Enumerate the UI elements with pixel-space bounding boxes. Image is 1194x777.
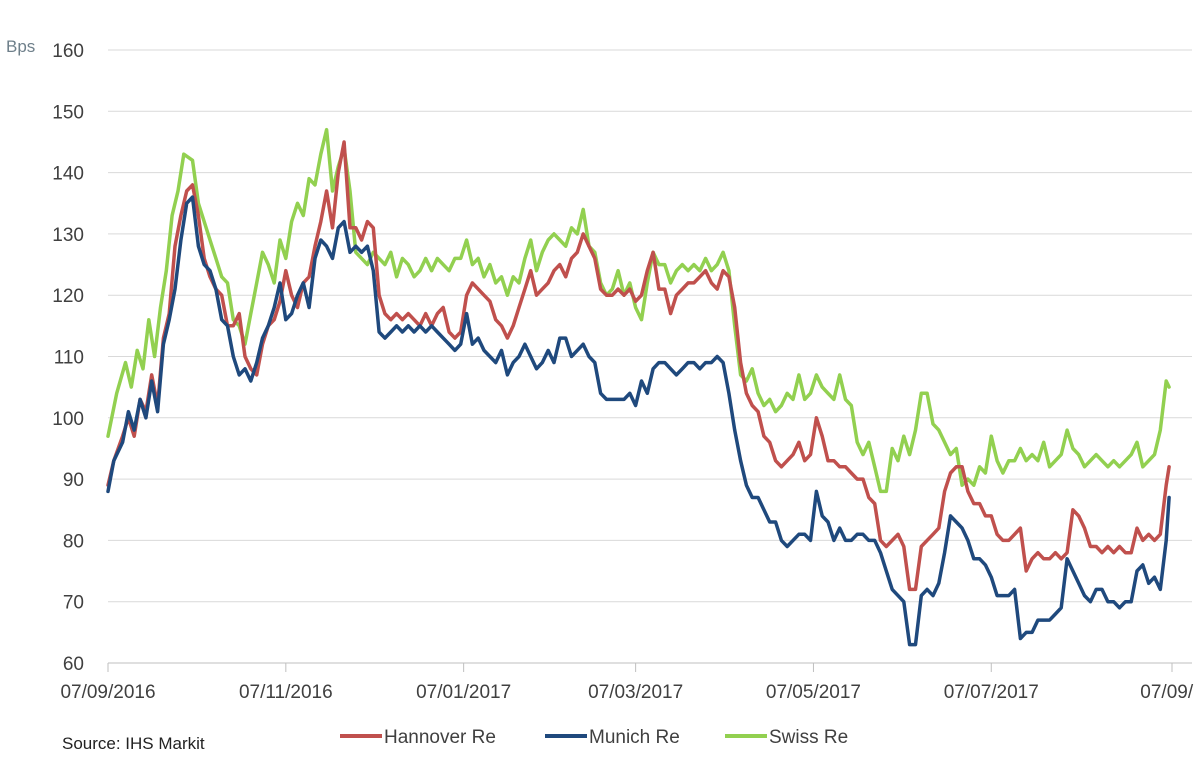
legend: Hannover Re Munich Re Swiss Re xyxy=(340,727,848,748)
y-axis-label: Bps xyxy=(6,37,35,56)
y-axis-tick-labels: 60 70 80 90 100 110 120 130 140 150 160 xyxy=(52,41,84,675)
y-tick-label: 60 xyxy=(63,654,84,675)
x-axis: 07/09/2016 07/11/2016 07/01/2017 07/03/2017… xyxy=(60,662,1194,703)
x-tick-label: 07/11/2016 xyxy=(239,682,333,703)
y-tick-label: 130 xyxy=(52,225,84,246)
y-tick-label: 70 xyxy=(63,593,84,614)
y-tick-label: 150 xyxy=(52,102,84,123)
y-tick-label: 160 xyxy=(52,41,84,62)
series-lines xyxy=(106,127,1171,647)
legend-label-swiss-re: Swiss Re xyxy=(769,727,848,748)
y-tick-label: 140 xyxy=(52,164,84,185)
legend-label-hannover-re: Hannover Re xyxy=(384,727,496,748)
series-line-hannover-re xyxy=(106,140,1171,592)
x-tick-label: 07/03/2017 xyxy=(588,682,683,703)
x-tick-label: 07/01/2017 xyxy=(416,682,511,703)
series-line-munich-re xyxy=(106,195,1171,647)
y-tick-label: 110 xyxy=(54,348,84,369)
y-tick-label: 100 xyxy=(52,409,84,430)
y-tick-label: 120 xyxy=(52,286,84,307)
series-line-swiss-re xyxy=(106,127,1171,494)
source-note: Source: IHS Markit xyxy=(62,734,205,753)
legend-label-munich-re: Munich Re xyxy=(589,727,680,748)
x-tick-label: 07/05/2017 xyxy=(766,682,861,703)
x-tick-label: 07/09/2 xyxy=(1140,682,1194,703)
y-tick-label: 80 xyxy=(63,531,84,552)
y-tick-label: 90 xyxy=(63,470,84,491)
x-tick-label: 07/07/2017 xyxy=(944,682,1039,703)
x-tick-label: 07/09/2016 xyxy=(60,682,155,703)
